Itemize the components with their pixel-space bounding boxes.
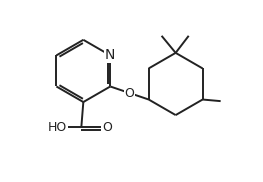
Text: HO: HO [48,121,67,134]
Text: O: O [102,121,112,134]
Text: O: O [125,86,134,100]
Text: N: N [105,48,115,62]
